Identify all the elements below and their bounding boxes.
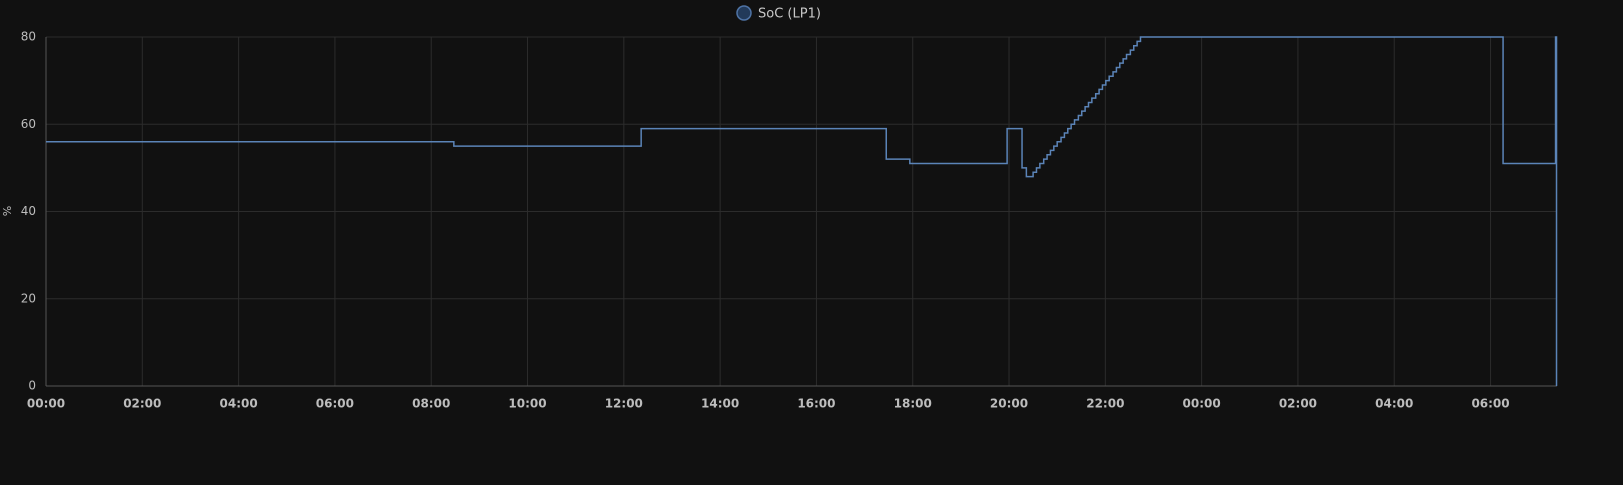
x-tick-label: 08:00 xyxy=(412,397,450,411)
y-tick-label: 20 xyxy=(21,291,36,305)
y-tick-label: 40 xyxy=(21,204,36,218)
x-tick-label: 10:00 xyxy=(508,397,546,411)
x-tick-label: 22:00 xyxy=(1086,397,1124,411)
x-tick-label: 16:00 xyxy=(797,397,835,411)
x-tick-label: 06:00 xyxy=(1471,397,1509,411)
y-tick-label: 0 xyxy=(28,379,36,393)
x-tick-label: 04:00 xyxy=(220,397,258,411)
legend-marker[interactable] xyxy=(736,5,752,21)
x-tick-label: 02:00 xyxy=(123,397,161,411)
x-tick-label: 12:00 xyxy=(605,397,643,411)
x-tick-label: 06:00 xyxy=(316,397,354,411)
x-tick-label: 18:00 xyxy=(894,397,932,411)
x-tick-label: 00:00 xyxy=(1183,397,1221,411)
x-tick-label: 04:00 xyxy=(1375,397,1413,411)
y-tick-label: 80 xyxy=(21,30,36,44)
x-tick-label: 00:00 xyxy=(27,397,65,411)
x-tick-label: 02:00 xyxy=(1279,397,1317,411)
series-line xyxy=(46,36,1558,386)
x-tick-label: 14:00 xyxy=(701,397,739,411)
y-axis-label: % xyxy=(1,206,14,216)
legend-label[interactable]: SoC (LP1) xyxy=(758,7,821,22)
x-tick-label: 20:00 xyxy=(990,397,1028,411)
y-tick-label: 60 xyxy=(21,117,36,131)
